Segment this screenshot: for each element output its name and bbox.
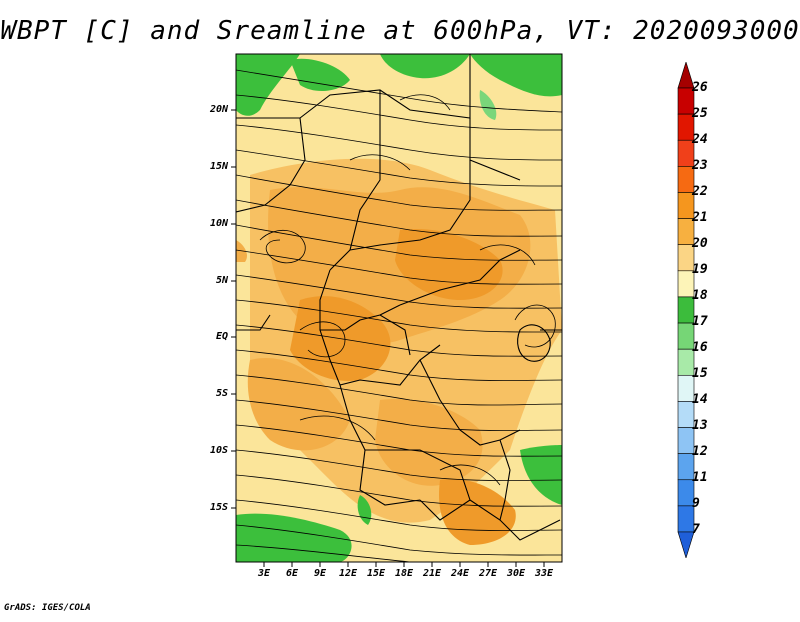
x-tick-label: 15E bbox=[366, 568, 386, 579]
colorbar-label: 15 bbox=[692, 366, 708, 381]
colorbar-segment bbox=[677, 531, 695, 558]
y-tick-label: 10N bbox=[209, 218, 228, 229]
country-borders bbox=[236, 54, 562, 541]
x-tick-label: 33E bbox=[534, 568, 554, 579]
colorbar-segments bbox=[677, 62, 695, 558]
y-tick-label: 5S bbox=[215, 388, 228, 399]
colorbar-label: 9 bbox=[692, 496, 700, 511]
colorbar-label: 12 bbox=[692, 444, 708, 459]
x-tick-label: 9E bbox=[313, 568, 327, 579]
x-tick-label: 6E bbox=[285, 568, 299, 579]
x-tick-label: 30E bbox=[506, 568, 526, 579]
x-tick-marks bbox=[263, 562, 545, 567]
grads-credit: GrADS: IGES/COLA bbox=[4, 603, 91, 613]
x-tick-label: 12E bbox=[338, 568, 358, 579]
y-tick-label: 20N bbox=[209, 104, 228, 115]
colorbar-label: 7 bbox=[692, 522, 700, 537]
colorbar-label: 18 bbox=[692, 288, 708, 303]
map-frame bbox=[235, 53, 563, 563]
x-tick-label: 24E bbox=[450, 568, 470, 579]
colorbar-label: 23 bbox=[692, 158, 708, 173]
x-tick-label: 27E bbox=[478, 568, 498, 579]
colorbar-label: 24 bbox=[692, 132, 708, 147]
chart-title: WBPT [C] and Sreamline at 600hPa, VT: 20… bbox=[0, 16, 800, 46]
y-tick-label: 10S bbox=[209, 445, 228, 456]
y-tick-label: EQ bbox=[215, 331, 228, 342]
y-tick-label: 5N bbox=[215, 275, 228, 286]
x-tick-label: 18E bbox=[394, 568, 414, 579]
y-tick-label: 15N bbox=[209, 161, 228, 172]
colorbar-label: 26 bbox=[692, 80, 708, 95]
colorbar-label: 14 bbox=[692, 392, 708, 407]
colorbar-label: 16 bbox=[692, 340, 708, 355]
colorbar-label: 20 bbox=[692, 236, 708, 251]
streamlines bbox=[236, 69, 562, 562]
y-tick-label: 15S bbox=[209, 502, 228, 513]
colorbar-label: 13 bbox=[692, 418, 708, 433]
colorbar bbox=[677, 62, 695, 558]
colorbar-label: 21 bbox=[692, 210, 708, 225]
colorbar-label: 19 bbox=[692, 262, 708, 277]
colorbar-label: 17 bbox=[692, 314, 708, 329]
colorbar-label: 22 bbox=[692, 184, 708, 199]
y-tick-marks bbox=[231, 109, 236, 509]
x-tick-label: 21E bbox=[422, 568, 442, 579]
wbpt-field bbox=[236, 54, 562, 562]
colorbar-label: 25 bbox=[692, 106, 708, 121]
x-tick-label: 3E bbox=[257, 568, 271, 579]
colorbar-label: 11 bbox=[692, 470, 708, 485]
